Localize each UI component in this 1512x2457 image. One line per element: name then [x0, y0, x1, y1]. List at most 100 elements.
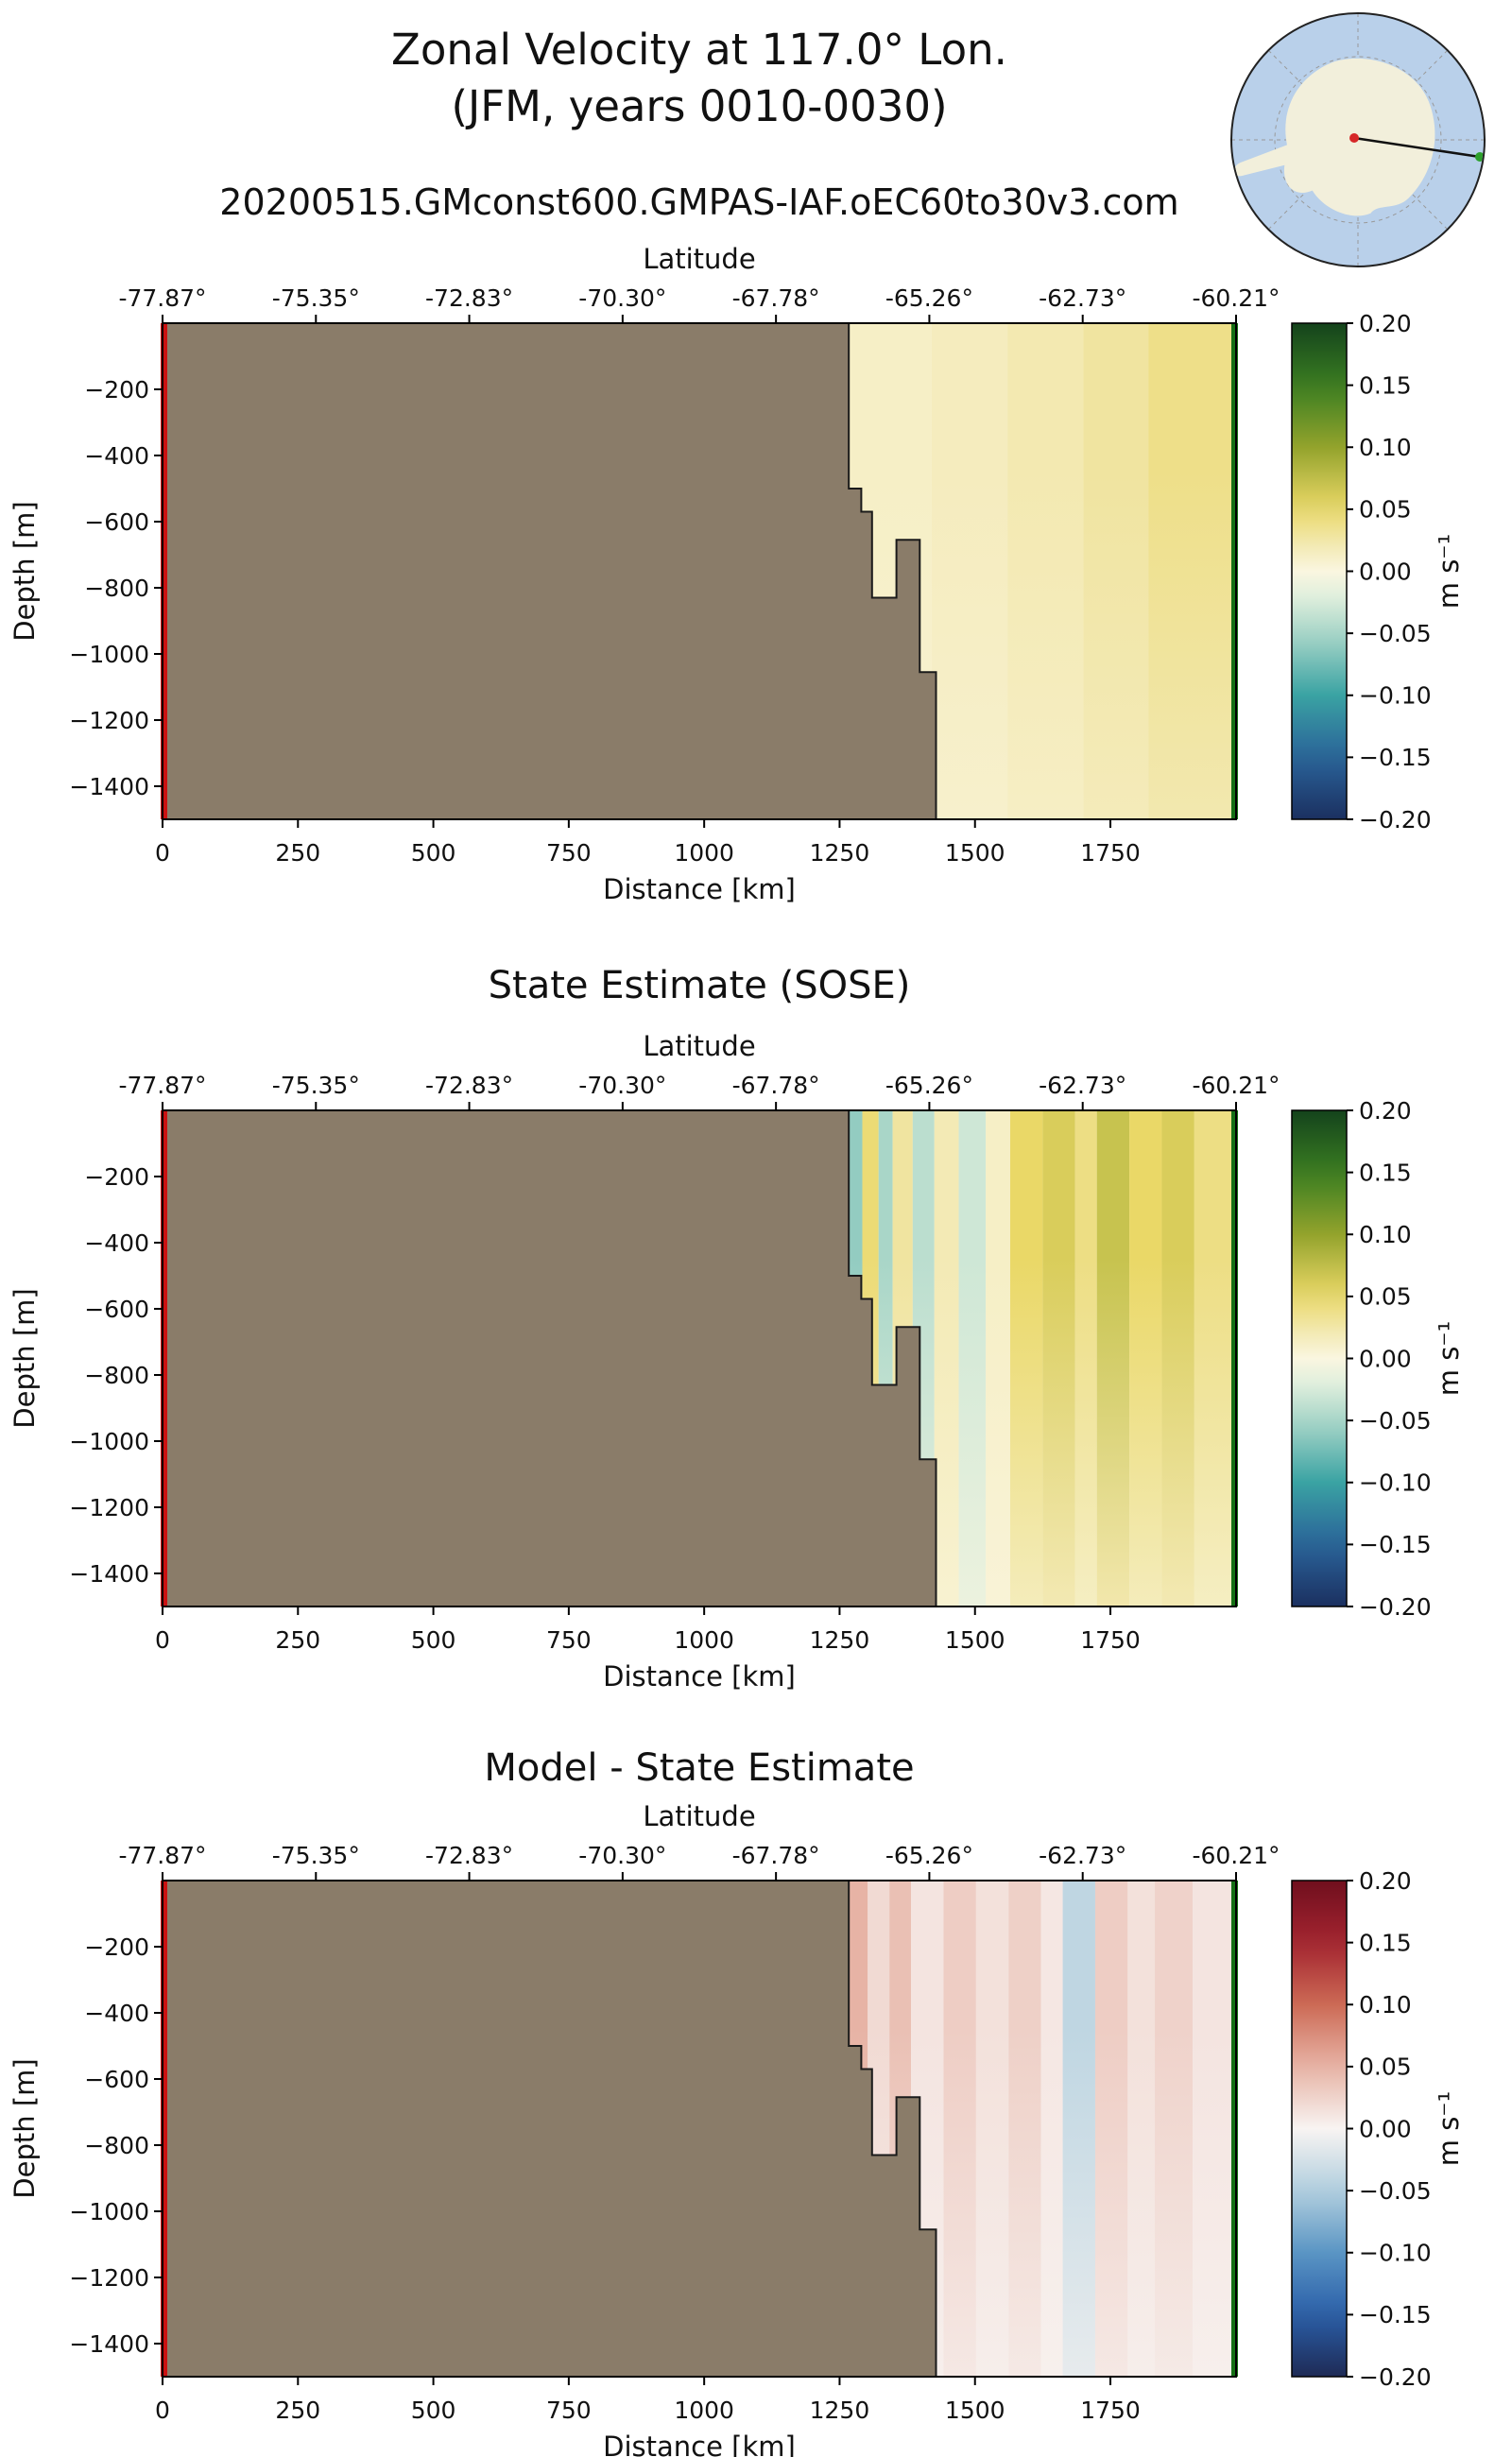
distance-tick-label: 0: [155, 839, 170, 867]
distance-tick-label: 750: [546, 1626, 592, 1654]
distance-axis: 0 250 500 750 1000 1250 1500 1750: [155, 819, 1141, 867]
velocity-band: [943, 1881, 976, 2377]
distance-tick-label: 500: [411, 2397, 456, 2424]
distance-tick-label: 1500: [945, 2397, 1005, 2424]
colorbar-ticks: 0.20 0.15 0.10 0.05 0.00 −0.05 −0.10 −0.15 −0.20: [1347, 310, 1432, 833]
depth-tick-label: −1000: [69, 1428, 149, 1455]
colorbar-tick-label: −0.20: [1359, 1593, 1432, 1621]
map-contents: [1232, 14, 1484, 266]
depth-tick-label: −400: [84, 442, 149, 470]
depth-tick-label: −200: [84, 1933, 149, 1961]
velocity-band: [1062, 1881, 1095, 2377]
latitude-axis-label: Latitude: [643, 1030, 755, 1062]
colorbar-tick-label: −0.10: [1359, 682, 1432, 710]
plot-frame: [162, 322, 1237, 820]
colorbar-tick-label: −0.10: [1359, 2240, 1432, 2267]
distance-tick-label: 1250: [810, 1626, 870, 1654]
colorbar-tick-label: −0.15: [1359, 744, 1432, 771]
colorbar: [1291, 1109, 1348, 1607]
colorbar-tick-label: −0.05: [1359, 2177, 1432, 2205]
depth-tick-label: −1400: [69, 1560, 149, 1588]
latitude-axis-label: Latitude: [643, 1800, 755, 1832]
depth-tick-label: −1400: [69, 773, 149, 800]
coastline: [848, 1881, 937, 2377]
depth-axis: −200 −400 −600 −800 −1000 −1200 −1400: [69, 1933, 163, 2358]
velocity-band: [1194, 1110, 1236, 1606]
velocity-band: [1155, 1881, 1194, 2377]
distance-tick-label: 250: [275, 1626, 320, 1654]
plot-frame: [162, 1880, 1237, 2378]
distance-tick-label: 1500: [945, 839, 1005, 867]
depth-tick-label: −400: [84, 2000, 149, 2027]
antarctica-landmass: [1233, 58, 1435, 216]
latitude-tick-label: -72.83°: [425, 1842, 513, 1869]
colorbar-tick-label: 0.20: [1359, 1097, 1412, 1125]
colorbar-ticks: 0.20 0.15 0.10 0.05 0.00 −0.05 −0.10 −0.15 −0.20: [1347, 1097, 1432, 1621]
depth-tick-label: −1000: [69, 641, 149, 668]
velocity-band: [1008, 1881, 1041, 2377]
colorbar-tick-label: 0.10: [1359, 1991, 1412, 2019]
latitude-axis: -77.87° -75.35° -72.83° -70.30° -67.78° -65.2…: [118, 1842, 1280, 1881]
depth-tick-label: −1400: [69, 2330, 149, 2358]
panel-0-svg: -77.87° -75.35° -72.83° -70.30° -67.78° -65.2…: [9, 243, 1465, 905]
colorbar-tick-label: −0.20: [1359, 2363, 1432, 2391]
distance-tick-label: 250: [275, 2397, 320, 2424]
colorbar-tick-label: −0.05: [1359, 1407, 1432, 1435]
distance-axis-label: Distance [km]: [603, 873, 796, 905]
depth-axis: −200 −400 −600 −800 −1000 −1200 −1400: [69, 376, 163, 800]
latitude-tick-label: -77.87°: [118, 1072, 206, 1099]
colorbar-tick-label: 0.00: [1359, 1345, 1412, 1372]
velocity-band: [1074, 1110, 1097, 1606]
figure-title-line2: (JFM, years 0010-0030): [451, 81, 948, 131]
section-end-line: [1231, 1881, 1238, 2377]
latitude-axis-label: Latitude: [643, 243, 755, 275]
colorbar-tick-label: −0.10: [1359, 1469, 1432, 1497]
distance-axis: 0 250 500 750 1000 1250 1500 1750: [155, 2377, 1141, 2424]
depth-axis-label: Depth [m]: [9, 2058, 41, 2198]
velocity-band: [931, 323, 1008, 819]
colorbar-tick-label: 0.20: [1359, 310, 1412, 337]
distance-tick-label: 1250: [810, 2397, 870, 2424]
depth-tick-label: −200: [84, 376, 149, 404]
colorbar-tick-label: 0.00: [1359, 2115, 1412, 2142]
latitude-tick-label: -72.83°: [425, 1072, 513, 1099]
land-bathymetry: [163, 1881, 936, 2377]
latitude-tick-label: -67.78°: [732, 284, 820, 312]
latitude-tick-label: -67.78°: [732, 1072, 820, 1099]
colorbar-tick-label: −0.15: [1359, 1531, 1432, 1558]
colorbar-tick-label: 0.05: [1359, 1283, 1412, 1311]
land-bathymetry: [163, 323, 936, 819]
distance-tick-label: 1000: [674, 1626, 734, 1654]
distance-tick-label: 1000: [674, 2397, 734, 2424]
latitude-tick-label: -62.73°: [1039, 1072, 1126, 1099]
depth-tick-label: −600: [84, 2066, 149, 2093]
depth-axis-label: Depth [m]: [9, 1288, 41, 1428]
velocity-band: [1007, 323, 1084, 819]
latitude-tick-label: -75.35°: [272, 284, 360, 312]
distance-tick-label: 0: [155, 2397, 170, 2424]
distance-tick-label: 1000: [674, 839, 734, 867]
velocity-band: [986, 1110, 1010, 1606]
colorbar-label: m s⁻¹: [1433, 534, 1465, 610]
coastline: [848, 323, 937, 819]
depth-tick-label: −800: [84, 2132, 149, 2159]
colorbar-tick-label: −0.20: [1359, 806, 1432, 833]
distance-tick-label: 750: [546, 839, 592, 867]
section-end-line: [1231, 323, 1238, 819]
distance-tick-label: 1250: [810, 839, 870, 867]
section-start-marker: [1349, 133, 1359, 143]
latitude-axis: -77.87° -75.35° -72.83° -70.30° -67.78° -65.2…: [118, 1072, 1280, 1110]
antarctica-inset-map: [1226, 8, 1490, 272]
colorbar-label: m s⁻¹: [1433, 1321, 1465, 1397]
depth-axis: −200 −400 −600 −800 −1000 −1200 −1400: [69, 1163, 163, 1588]
latitude-axis: -77.87° -75.35° -72.83° -70.30° -67.78° -65.2…: [118, 284, 1280, 323]
figure-title-line1: Zonal Velocity at 117.0° Lon.: [391, 25, 1007, 75]
velocity-band: [1042, 1110, 1075, 1606]
depth-tick-label: −1200: [69, 2264, 149, 2292]
colorbar-tick-label: −0.05: [1359, 620, 1432, 647]
section-start-line: [161, 323, 167, 819]
latitude-tick-label: -72.83°: [425, 284, 513, 312]
panel-1-svg: -77.87° -75.35° -72.83° -70.30° -67.78° -65.2…: [9, 1030, 1465, 1692]
figure-subtitle: 20200515.GMconst600.GMPAS-IAF.oEC60to30v…: [219, 181, 1179, 223]
depth-tick-label: −1200: [69, 707, 149, 734]
